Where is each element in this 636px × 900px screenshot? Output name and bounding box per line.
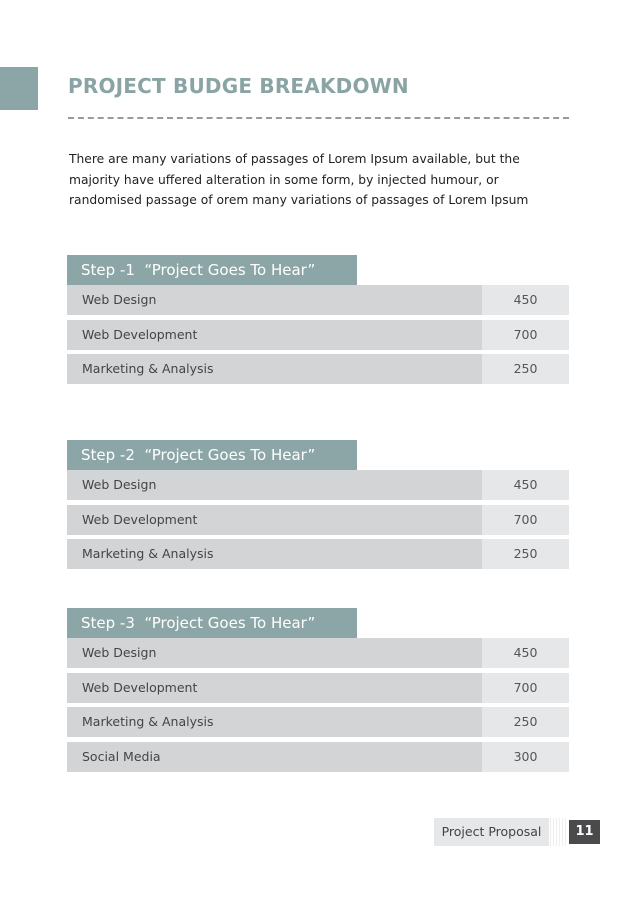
page-number: 11	[569, 820, 600, 844]
intro-paragraph: There are many variations of passages of…	[69, 152, 529, 207]
budget-row: Web Design 450	[67, 470, 569, 500]
budget-row: Marketing & Analysis 250	[67, 539, 569, 569]
row-label: Web Design	[67, 470, 482, 500]
row-value: 700	[482, 672, 569, 703]
row-value: 250	[482, 354, 569, 384]
budget-row: Social Media 300	[67, 741, 569, 772]
dashed-divider	[68, 117, 569, 119]
budget-section: Step -2 “Project Goes To Hear” Web Design…	[67, 440, 569, 574]
row-label: Marketing & Analysis	[67, 707, 482, 737]
budget-section: Step -3 “Project Goes To Hear” Web Design…	[67, 608, 569, 776]
row-label: Marketing & Analysis	[67, 539, 482, 569]
row-label: Marketing & Analysis	[67, 354, 482, 384]
footer-label: Project Proposal	[434, 818, 549, 846]
row-label: Web Design	[67, 285, 482, 315]
row-label: Web Development	[67, 672, 482, 703]
row-label: Web Development	[67, 504, 482, 535]
budget-row: Marketing & Analysis 250	[67, 354, 569, 384]
page-title: PROJECT BUDGE BREAKDOWN	[68, 74, 409, 98]
row-value: 450	[482, 638, 569, 668]
footer-decoration	[550, 818, 568, 846]
budget-row: Web Development 700	[67, 504, 569, 535]
row-label: Social Media	[67, 741, 482, 772]
section-heading: Step -3 “Project Goes To Hear”	[67, 608, 357, 638]
accent-block	[0, 67, 38, 110]
row-value: 450	[482, 285, 569, 315]
section-heading: Step -2 “Project Goes To Hear”	[67, 440, 357, 470]
budget-row: Web Design 450	[67, 285, 569, 315]
row-value: 300	[482, 741, 569, 772]
row-value: 250	[482, 539, 569, 569]
budget-row: Web Development 700	[67, 319, 569, 350]
row-label: Web Development	[67, 319, 482, 350]
row-value: 700	[482, 319, 569, 350]
row-value: 250	[482, 707, 569, 737]
budget-row: Marketing & Analysis 250	[67, 707, 569, 737]
budget-section: Step -1 “Project Goes To Hear” Web Design…	[67, 255, 569, 389]
budget-row: Web Design 450	[67, 638, 569, 668]
row-label: Web Design	[67, 638, 482, 668]
row-value: 700	[482, 504, 569, 535]
row-value: 450	[482, 470, 569, 500]
budget-row: Web Development 700	[67, 672, 569, 703]
section-heading: Step -1 “Project Goes To Hear”	[67, 255, 357, 285]
